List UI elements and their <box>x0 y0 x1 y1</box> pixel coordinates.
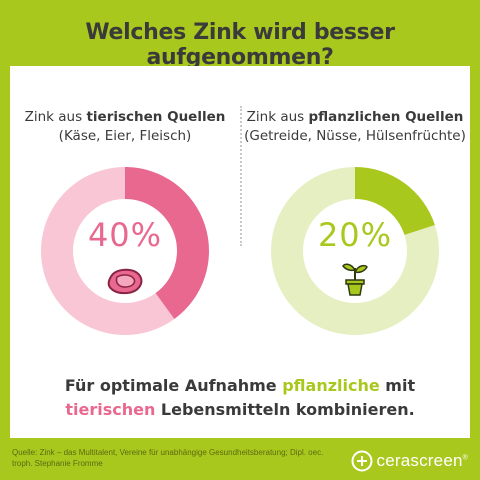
plant-pot-icon <box>342 263 368 296</box>
logo-text-main: cerascreen <box>376 451 463 470</box>
donut-chart-animal <box>41 167 210 335</box>
right-heading-prefix: Zink aus <box>246 109 309 125</box>
bottom-line1-a: Für optimale Aufnahme <box>64 376 283 395</box>
logo-text: cerascreen® <box>377 451 468 471</box>
left-heading: Zink aus tierischen Quellen (Käse, Eier,… <box>10 108 240 146</box>
donut-slice-plant-rest <box>271 167 439 335</box>
donut-chart-plant <box>271 167 439 335</box>
donut-slice-plant-main <box>355 167 435 235</box>
left-subheading: (Käse, Eier, Fleisch) <box>58 128 192 144</box>
right-subheading: (Getreide, Nüsse, Hülsenfrüchte) <box>244 128 466 144</box>
left-heading-prefix: Zink aus <box>24 109 87 125</box>
source-note: Quelle: Zink – das Multitalent, Vereine … <box>12 448 324 468</box>
column-divider <box>240 106 242 246</box>
left-heading-bold: tierischen Quellen <box>86 109 226 125</box>
donut-slice-animal-main <box>125 167 210 319</box>
bottom-line1-b: mit <box>379 376 416 395</box>
content-card: Zink aus tierischen Quellen (Käse, Eier,… <box>10 66 470 438</box>
logo-registered-mark: ® <box>462 454 468 462</box>
steak-icon <box>107 268 143 295</box>
bottom-recommendation: Für optimale Aufnahme pflanzliche mit ti… <box>10 374 470 422</box>
plus-circle-logo-icon <box>351 450 373 472</box>
bottom-highlight-plant: pflanzliche <box>282 376 380 395</box>
percent-label-plant: 20% <box>317 216 393 254</box>
donut-slice-animal-rest <box>41 167 175 335</box>
cerascreen-logo: cerascreen® <box>351 448 468 474</box>
bottom-line2-b: Lebensmitteln kombinieren. <box>155 400 415 419</box>
page-title: Welches Zink wird besser aufgenommen? <box>85 20 395 70</box>
right-heading-bold: pflanzlichen Quellen <box>308 109 464 125</box>
bottom-highlight-animal: tierischen <box>65 400 156 419</box>
percent-label-animal: 40% <box>87 216 163 254</box>
right-heading: Zink aus pflanzlichen Quellen (Getreide,… <box>240 108 470 146</box>
